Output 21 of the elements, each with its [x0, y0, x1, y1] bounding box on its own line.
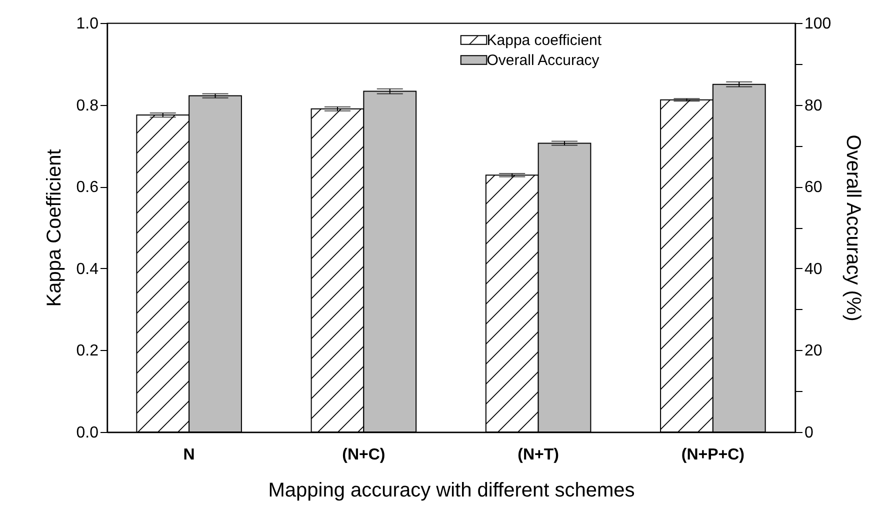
y-tick-label: 0.6	[76, 179, 99, 196]
y2-tick-label: 100	[804, 16, 832, 32]
y-tick-label: 1.0	[76, 16, 99, 32]
y2-axis-title: Overall Accuracy (%)	[842, 134, 864, 322]
y2-tick-label: 0	[804, 424, 814, 442]
legend-label: Overall Accuracy	[486, 52, 600, 69]
x-tick-label: (N+T)	[518, 446, 559, 464]
y2-tick-label: 40	[804, 260, 822, 278]
x-tick-label: (N+C)	[342, 446, 386, 464]
y2-tick-label: 20	[804, 342, 822, 360]
y2-tick-label: 60	[804, 179, 822, 196]
x-tick-label: N	[183, 446, 195, 464]
y-tick-label: 0.2	[76, 342, 99, 360]
y2-tick-label: 80	[804, 97, 822, 114]
x-tick-label: (N+P+C)	[681, 446, 744, 464]
y-axis-title: Kappa Coefficient	[43, 148, 66, 307]
x-axis-title: Mapping accuracy with different schemes	[268, 480, 635, 502]
legend-label: Kappa coefficient	[486, 32, 602, 49]
y-tick-label: 0.8	[76, 97, 99, 114]
y-tick-label: 0.0	[76, 424, 99, 442]
y-tick-label: 0.4	[76, 260, 99, 278]
